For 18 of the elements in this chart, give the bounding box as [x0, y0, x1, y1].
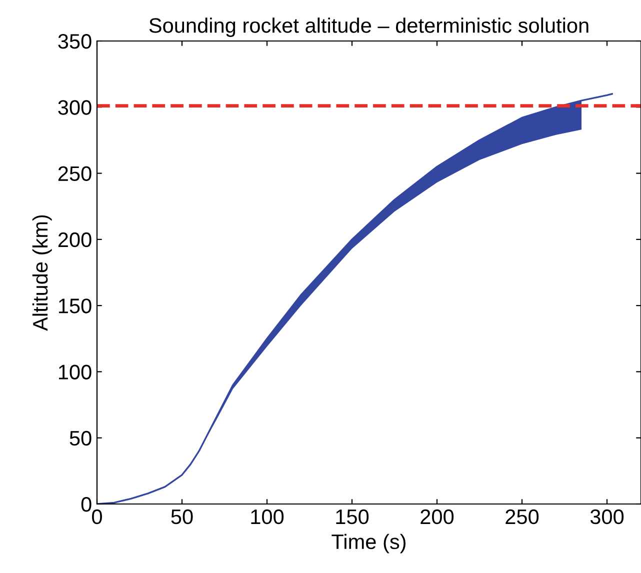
- chart-title: Sounding rocket altitude – deterministic solution: [149, 18, 588, 37]
- y-tick-label: 0: [81, 497, 92, 512]
- y-tick-label: 250: [58, 166, 92, 182]
- y-axis-title: Altitude (km): [32, 215, 52, 331]
- x-axis-title: Time (s): [332, 534, 406, 554]
- y-tick-label: 200: [58, 232, 92, 248]
- x-tick-label: 300: [590, 509, 624, 524]
- y-tick-label: 350: [58, 34, 92, 49]
- x-tick-label: 150: [336, 509, 369, 524]
- y-tick-label: 300: [58, 100, 92, 115]
- x-tick-label: 0: [92, 509, 102, 524]
- x-tick-label: 50: [171, 509, 193, 524]
- x-tick-label: 200: [420, 509, 454, 524]
- y-tick-label: 150: [58, 298, 92, 314]
- x-tick-label: 100: [251, 509, 284, 524]
- y-tick-label: 100: [58, 364, 92, 380]
- y-tick-label: 50: [70, 430, 92, 446]
- x-tick-label: 250: [506, 509, 539, 524]
